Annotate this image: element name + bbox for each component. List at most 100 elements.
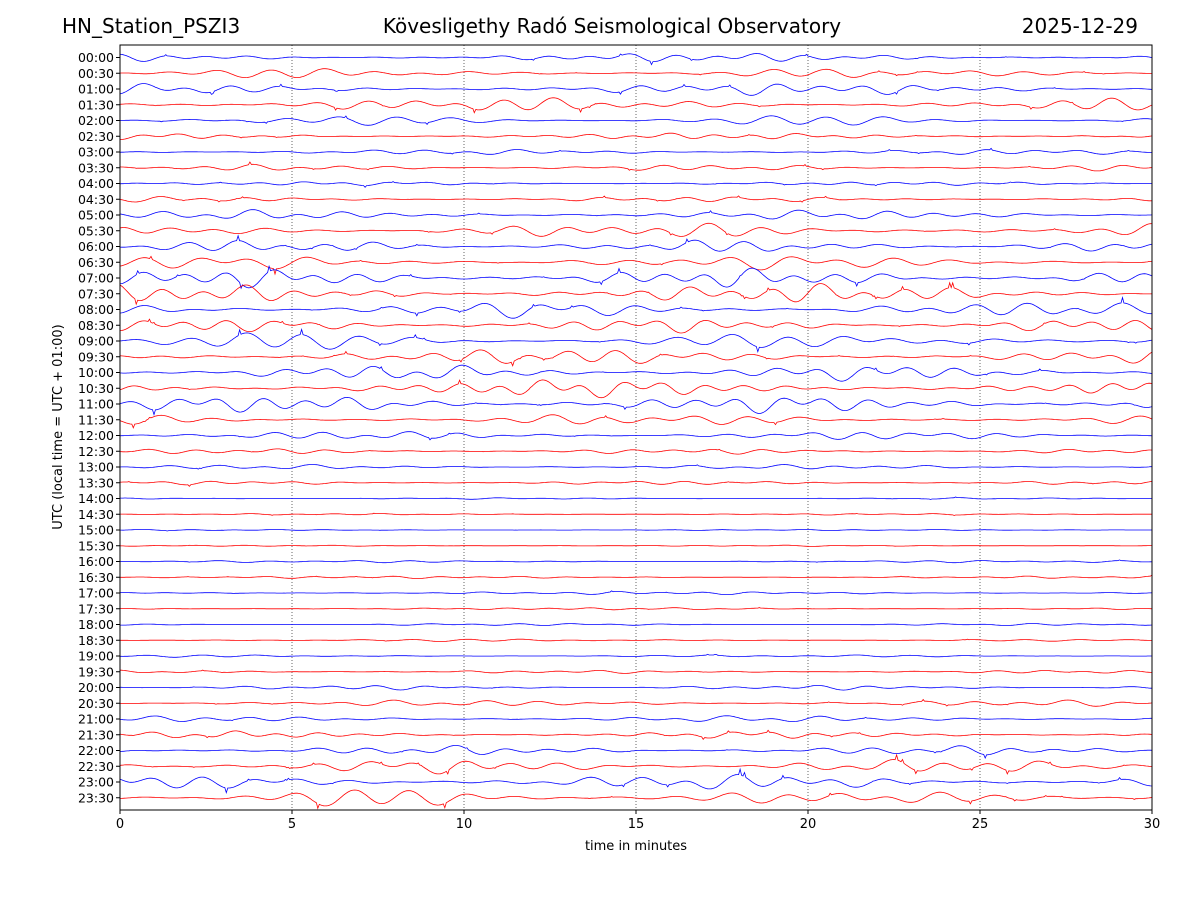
trace-1330 <box>119 480 1153 487</box>
trace-0400 <box>119 181 1152 188</box>
trace-0030 <box>119 68 1152 78</box>
trace-0830 <box>119 318 1153 334</box>
trace-1530 <box>119 544 1152 547</box>
y-tick-label: 01:00 <box>78 82 114 97</box>
y-tick-label: 23:30 <box>78 790 114 805</box>
y-tick-label: 18:30 <box>78 633 114 648</box>
trace-0600 <box>119 234 1153 252</box>
y-tick-label: 07:30 <box>78 286 114 301</box>
trace-1130 <box>119 414 1153 429</box>
y-tick-label: 10:30 <box>78 381 114 396</box>
y-tick-label: 09:00 <box>78 334 114 349</box>
y-tick-label: 13:30 <box>78 475 114 490</box>
y-tick-label: 21:30 <box>78 727 114 742</box>
trace-0730 <box>119 281 1153 306</box>
trace-0500 <box>119 209 1153 220</box>
trace-2130 <box>119 729 1153 740</box>
trace-0700 <box>119 264 1153 290</box>
trace-1030 <box>119 379 1153 399</box>
y-tick-label: 05:00 <box>78 208 114 223</box>
y-tick-label: 18:00 <box>78 617 114 632</box>
trace-0930 <box>119 349 1153 367</box>
trace-0230 <box>119 132 1153 140</box>
trace-2030 <box>119 698 1153 707</box>
chart-date: 2025-12-29 <box>1021 14 1138 38</box>
x-tick-label: 20 <box>800 817 817 832</box>
y-tick-label: 00:30 <box>78 66 114 81</box>
grid-lines <box>291 45 981 810</box>
trace-0100 <box>119 83 1153 96</box>
x-tick-label: 15 <box>628 817 645 832</box>
y-tick-label: 00:00 <box>78 50 114 65</box>
y-tick-label: 20:30 <box>78 696 114 711</box>
trace-group <box>119 53 1153 810</box>
x-tick-label: 10 <box>456 817 473 832</box>
trace-1400 <box>120 496 1152 500</box>
y-tick-label: 02:00 <box>78 113 114 128</box>
y-tick-label: 14:30 <box>78 507 114 522</box>
trace-2100 <box>119 715 1152 722</box>
trace-0900 <box>119 328 1153 354</box>
trace-1930 <box>120 669 1152 674</box>
y-tick-label: 11:00 <box>78 397 114 412</box>
y-tick-label: 10:00 <box>78 365 114 380</box>
chart-title: Kövesligethy Radó Seismological Observat… <box>382 14 842 38</box>
trace-1100 <box>119 396 1153 416</box>
trace-0530 <box>119 222 1153 237</box>
y-tick-label: 21:00 <box>78 712 114 727</box>
trace-0200 <box>119 115 1153 126</box>
trace-2200 <box>119 745 1153 760</box>
y-tick-label: 13:00 <box>78 460 114 475</box>
trace-0130 <box>119 97 1153 114</box>
y-tick-label: 22:00 <box>78 743 114 758</box>
trace-0330 <box>119 161 1153 172</box>
y-tick-label: 22:30 <box>78 759 114 774</box>
trace-1730 <box>120 607 1153 611</box>
x-tick-label: 0 <box>116 817 124 832</box>
y-tick-label: 08:00 <box>78 302 114 317</box>
trace-2000 <box>120 685 1152 691</box>
trace-1430 <box>120 512 1152 516</box>
y-tick-label: 07:00 <box>78 271 114 286</box>
y-tick-label: 05:30 <box>78 223 114 238</box>
y-tick-label: 09:30 <box>78 349 114 364</box>
trace-1830 <box>120 638 1153 642</box>
y-tick-label: 20:00 <box>78 680 114 695</box>
y-tick-label: 08:30 <box>78 318 114 333</box>
x-axis-ticks: 0 5 10 15 20 25 30 <box>116 810 1160 832</box>
y-tick-label: 06:00 <box>78 239 114 254</box>
y-tick-label: 15:00 <box>78 523 114 538</box>
y-tick-label: 04:00 <box>78 176 114 191</box>
y-axis-label: UTC (local time = UTC + 01:00) <box>51 324 66 529</box>
y-tick-label: 19:30 <box>78 664 114 679</box>
y-tick-label: 16:30 <box>78 570 114 585</box>
trace-1300 <box>119 464 1153 470</box>
trace-2330 <box>119 789 1153 810</box>
y-tick-label: 19:00 <box>78 649 114 664</box>
x-tick-label: 30 <box>1144 817 1161 832</box>
trace-1700 <box>119 590 1153 595</box>
trace-1900 <box>120 653 1152 658</box>
trace-1800 <box>120 623 1153 626</box>
trace-0430 <box>119 195 1152 203</box>
trace-1200 <box>119 431 1153 441</box>
station-name: HN_Station_PSZI3 <box>62 14 241 38</box>
y-tick-label: 12:30 <box>78 444 114 459</box>
y-tick-label: 06:30 <box>78 255 114 270</box>
y-tick-label: 23:00 <box>78 775 114 790</box>
y-tick-label: 11:30 <box>78 412 114 427</box>
x-axis-label: time in minutes <box>585 839 687 854</box>
y-tick-label: 14:00 <box>78 491 114 506</box>
trace-0630 <box>119 255 1153 276</box>
trace-2230 <box>119 753 1153 775</box>
trace-2300 <box>119 767 1153 794</box>
trace-0000 <box>119 53 1153 66</box>
trace-0800 <box>119 296 1153 319</box>
y-tick-label: 03:00 <box>78 145 114 160</box>
y-tick-label: 02:30 <box>78 129 114 144</box>
x-tick-label: 5 <box>288 817 296 832</box>
y-tick-label: 15:30 <box>78 538 114 553</box>
trace-1630 <box>120 574 1153 579</box>
trace-1500 <box>120 529 1152 532</box>
